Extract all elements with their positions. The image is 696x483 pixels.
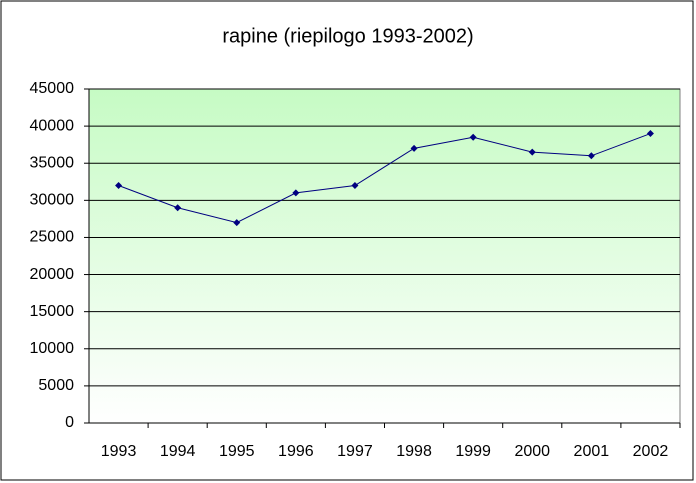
x-tick-label: 1997 [337,443,373,460]
x-tick-label: 1995 [219,443,255,460]
data-point [646,130,654,138]
x-tick-label: 1993 [101,443,137,460]
y-tick-label: 0 [65,414,74,431]
y-tick-label: 45000 [30,80,75,97]
data-point [469,133,477,141]
y-tick-label: 40000 [30,117,75,134]
data-point [587,152,595,160]
x-tick-label: 2000 [514,443,550,460]
x-tick-label: 1999 [455,443,491,460]
y-tick-label: 20000 [30,266,75,283]
y-tick-label: 10000 [30,340,75,357]
data-point [351,181,359,189]
x-tick-label: 1994 [160,443,196,460]
data-point [410,144,418,152]
x-tick-label: 1998 [396,443,432,460]
data-point [528,148,536,156]
y-tick-label: 25000 [30,229,75,246]
y-tick-label: 35000 [30,154,75,171]
data-line [118,133,651,224]
y-tick-label: 15000 [30,303,75,320]
x-tick-label: 2001 [574,443,610,460]
x-tick-label: 2002 [633,443,669,460]
y-tick-label: 30000 [30,192,75,209]
plot-area [88,88,681,424]
data-point [115,181,123,189]
x-tick-label: 1996 [278,443,314,460]
data-point [292,189,300,197]
chart-title: rapine (riepilogo 1993-2002) [222,25,473,47]
data-point [233,219,241,227]
y-tick-label: 5000 [38,377,74,394]
data-point [174,204,182,212]
